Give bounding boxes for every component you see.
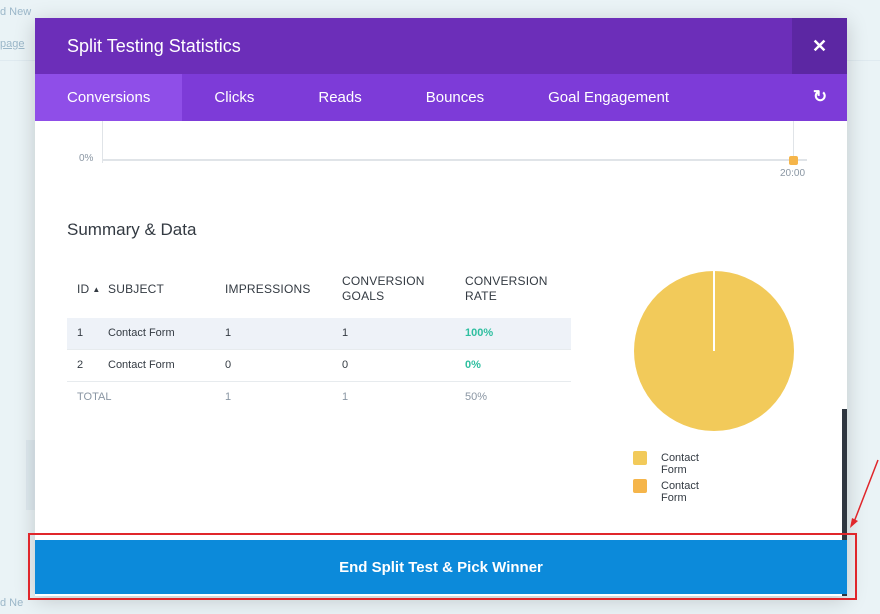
column-id[interactable]: ID ▲ — [77, 282, 101, 297]
cell-rate: 50% — [465, 391, 488, 403]
legend-label: Contact Form — [661, 452, 699, 476]
sort-up-icon: ▲ — [92, 285, 101, 294]
scrollbar[interactable] — [842, 409, 847, 596]
background-text: d Ne — [0, 597, 24, 609]
cell-goals: 0 — [342, 359, 349, 371]
chart-y-tick: 0% — [79, 153, 94, 164]
tab-label: Goal Engagement — [548, 89, 670, 106]
cell-id: 2 — [77, 359, 84, 371]
close-icon: ✕ — [811, 35, 828, 56]
modal-content: 0% 20:00 Summary & Data ID ▲ SUBJECT IMPR… — [35, 121, 847, 596]
close-button[interactable]: ✕ — [792, 18, 847, 74]
chart-data-point — [789, 156, 798, 165]
cell-goals: 1 — [342, 391, 349, 403]
tab-label: Bounces — [425, 89, 485, 106]
table-header: ID ▲ SUBJECT IMPRESSIONS CONVERSION GOALS… — [67, 266, 571, 318]
column-conversion-rate[interactable]: CONVERSION RATE — [465, 274, 548, 304]
cell-goals: 1 — [342, 327, 349, 339]
cell-impressions: 1 — [225, 327, 232, 339]
column-label: GOALS — [342, 289, 385, 303]
table-row: 2 Contact Form 0 0 0% — [67, 350, 571, 382]
chart-axis-line — [102, 121, 103, 163]
tab-goal-engagement[interactable]: Goal Engagement — [516, 74, 701, 121]
summary-title: Summary & Data — [67, 220, 197, 239]
tab-label: Conversions — [67, 89, 151, 106]
table-total-row: TOTAL 1 1 50% — [67, 382, 571, 414]
legend-swatch — [633, 479, 647, 493]
tab-label: Clicks — [214, 89, 255, 106]
column-label: CONVERSION — [465, 274, 548, 288]
cell-impressions: 0 — [225, 359, 232, 371]
chart-x-tick: 20:00 — [780, 168, 806, 179]
cell-impressions: 1 — [225, 391, 232, 403]
background-panel — [26, 440, 36, 510]
cell-subject: Contact Form — [108, 327, 175, 339]
line-chart: 0% 20:00 — [35, 121, 847, 186]
cell-subject: Contact Form — [108, 359, 175, 371]
background-text: d New — [0, 6, 32, 18]
annotation-arrow-icon — [850, 459, 879, 528]
cell-rate: 100% — [465, 327, 494, 339]
cell-id: 1 — [77, 327, 84, 339]
column-conversion-goals[interactable]: CONVERSION GOALS — [342, 274, 425, 304]
cell-rate: 0% — [465, 359, 481, 371]
legend-label: Contact Form — [661, 480, 699, 504]
end-split-test-button[interactable]: End Split Test & Pick Winner — [35, 540, 847, 594]
tab-label: Reads — [318, 89, 362, 106]
tab-bounces[interactable]: Bounces — [394, 74, 516, 121]
summary-table: ID ▲ SUBJECT IMPRESSIONS CONVERSION GOALS… — [67, 266, 571, 414]
tab-conversions[interactable]: Conversions — [35, 74, 183, 121]
refresh-icon: ↻ — [812, 87, 828, 106]
column-label: RATE — [465, 289, 497, 303]
pie-chart — [634, 271, 794, 431]
legend-swatch — [633, 451, 647, 465]
refresh-button[interactable]: ↻ — [811, 88, 829, 106]
modal-title: Split Testing Statistics — [67, 36, 241, 56]
stats-tabs: Conversions Clicks Reads Bounces Goal En… — [35, 74, 847, 121]
split-testing-modal: Split Testing Statistics ✕ Conversions C… — [35, 18, 847, 596]
tab-clicks[interactable]: Clicks — [182, 74, 286, 121]
column-subject[interactable]: SUBJECT — [108, 282, 165, 296]
tab-reads[interactable]: Reads — [286, 74, 393, 121]
table-row: 1 Contact Form 1 1 100% — [67, 318, 571, 350]
column-impressions[interactable]: IMPRESSIONS — [225, 282, 311, 296]
chart-axis-line — [102, 159, 807, 161]
button-label: End Split Test & Pick Winner — [339, 558, 543, 576]
column-label: ID — [77, 282, 90, 296]
cell-total-label: TOTAL — [77, 391, 112, 403]
annotation-highlight-box — [28, 533, 857, 600]
modal-header: Split Testing Statistics ✕ — [35, 18, 847, 74]
chart-axis-line — [793, 121, 794, 163]
column-label: CONVERSION — [342, 274, 425, 288]
background-link: page — [0, 38, 25, 50]
